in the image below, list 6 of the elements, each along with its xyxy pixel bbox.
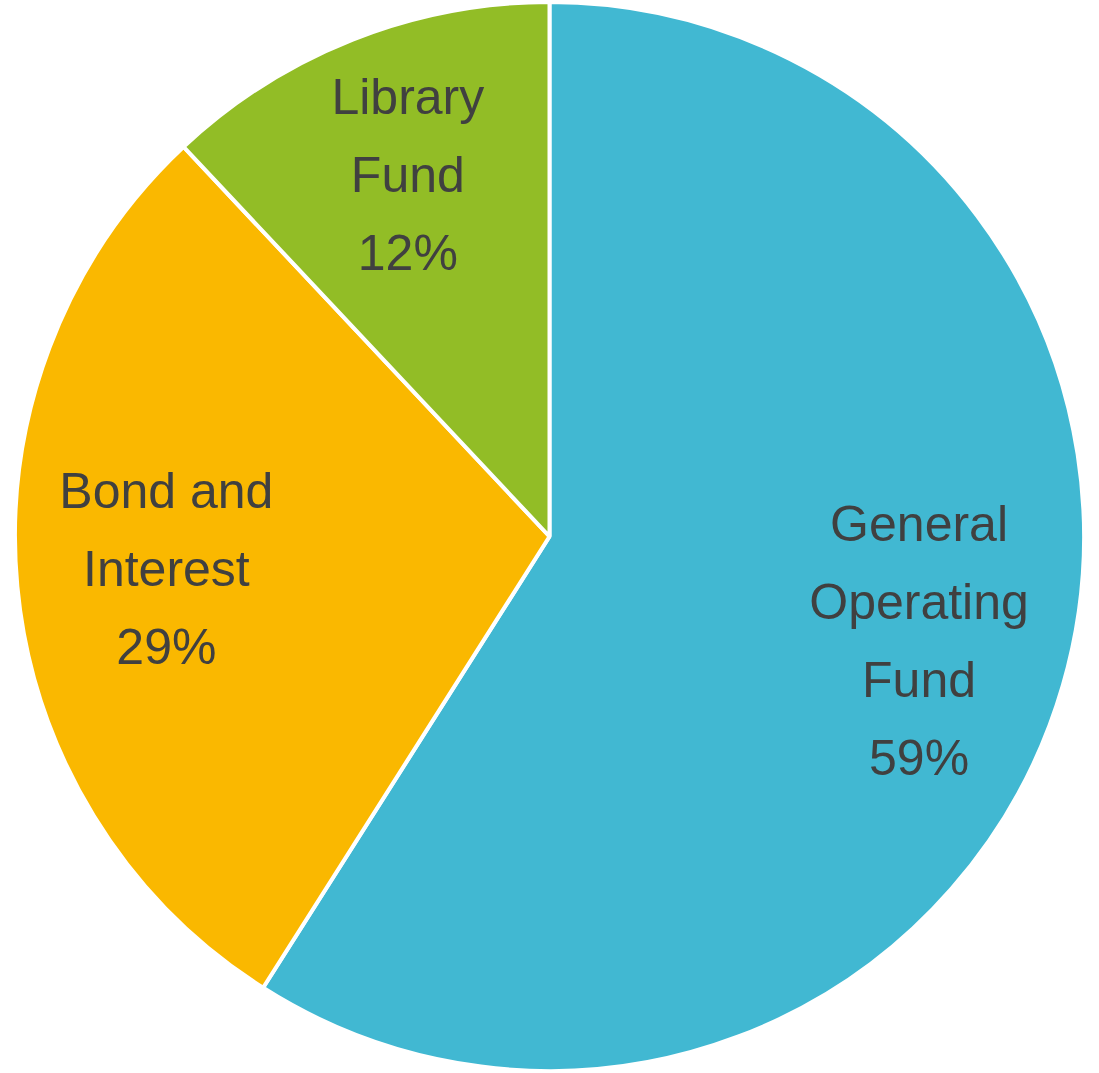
- slice-label: Bond and Interest: [59, 463, 274, 598]
- data-label: 29%: [116, 619, 217, 676]
- slice-label: General Operating Fund: [809, 495, 1029, 708]
- data-label: 12%: [357, 225, 458, 282]
- slice-label: Library Fund: [331, 69, 485, 204]
- data-label: 59%: [869, 729, 970, 786]
